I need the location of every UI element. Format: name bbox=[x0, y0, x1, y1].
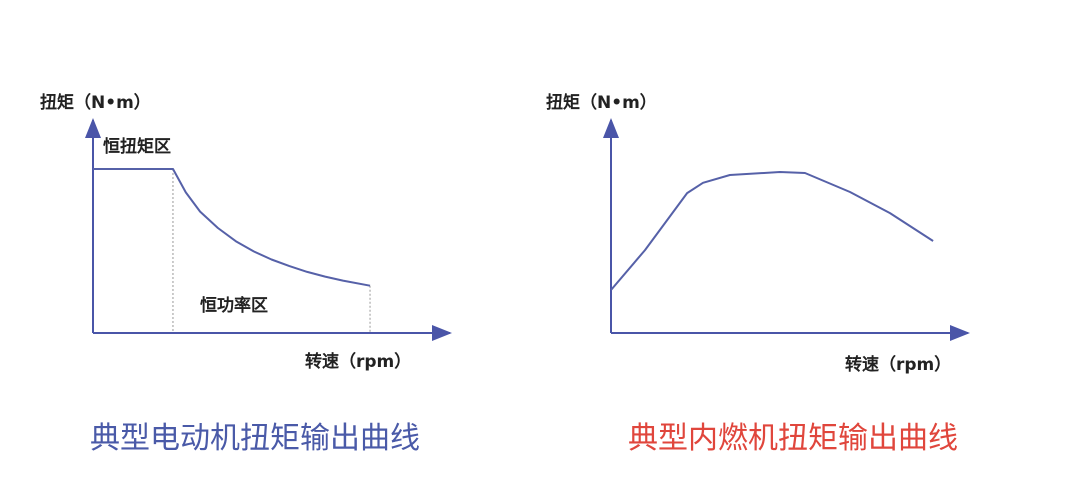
electric-motor-chart: 扭矩（N•m） 转速（rpm） 恒扭矩区 恒功率区 典型电动机扭矩输出曲线 bbox=[40, 92, 452, 456]
combustion-engine-chart: 扭矩（N•m） 转速（rpm） 典型内燃机扭矩输出曲线 bbox=[546, 92, 970, 456]
torque-curve bbox=[610, 171, 934, 291]
constant-power-label: 恒功率区 bbox=[200, 295, 268, 316]
constant-torque-label: 恒扭矩区 bbox=[103, 136, 171, 157]
y-axis-label: 扭矩（N•m） bbox=[40, 92, 151, 113]
chart-title: 典型内燃机扭矩输出曲线 bbox=[628, 421, 958, 456]
torque-curve bbox=[93, 168, 371, 287]
chart-title: 典型电动机扭矩输出曲线 bbox=[90, 421, 420, 456]
x-axis-label: 转速（rpm） bbox=[305, 351, 411, 372]
y-axis-label: 扭矩（N•m） bbox=[546, 92, 657, 113]
x-axis-label: 转速（rpm） bbox=[845, 354, 951, 375]
